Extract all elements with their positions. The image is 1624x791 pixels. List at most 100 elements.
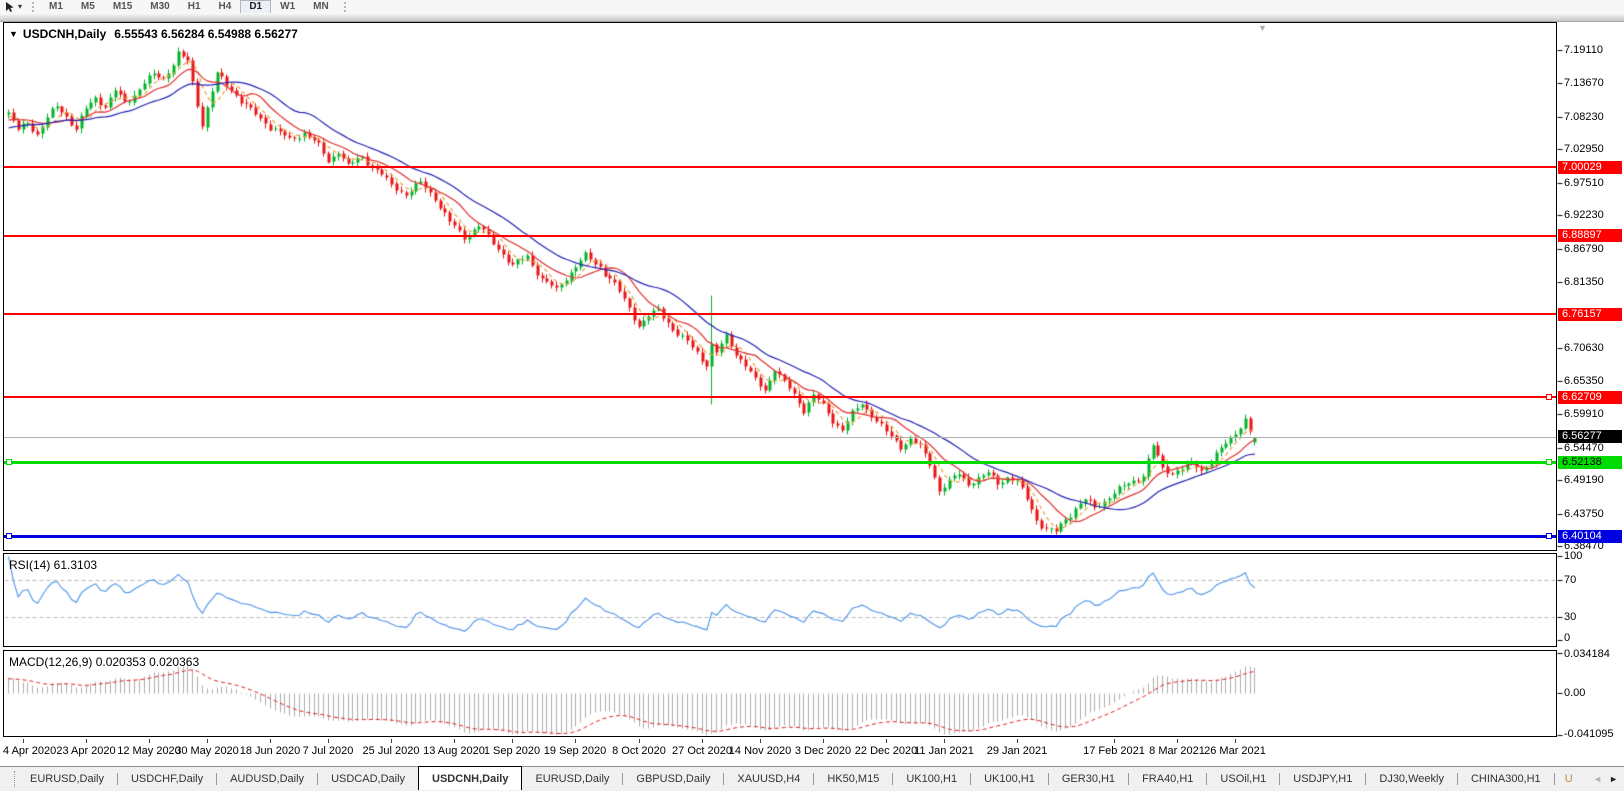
tab-hk50-m15[interactable]: HK50,M15 [827, 773, 880, 785]
support-resistance-line-7.00029[interactable] [4, 166, 1556, 169]
price-axis-tick: 7.02950 [1564, 143, 1604, 156]
date-axis-tick [1114, 739, 1115, 743]
support-resistance-line-6.40104[interactable] [4, 534, 1556, 538]
macd-indicator-label: MACD(12,26,9) 0.020353 0.020363 [9, 655, 200, 669]
macd-axis-tick: 0.034184 [1564, 648, 1610, 660]
timeframe-button-m30[interactable]: M30 [150, 0, 170, 12]
tab-fra40-h1[interactable]: FRA40,H1 [1142, 773, 1194, 785]
chart-tab-bar: EURUSD,Daily USDCHF,Daily AUDUSD,Daily USDC… [0, 766, 1624, 791]
line-handle[interactable] [1546, 459, 1552, 466]
timeframe-button-m15[interactable]: M15 [112, 0, 133, 12]
date-axis-tick [512, 739, 513, 743]
tab-scroll-right-icon[interactable]: ► [1609, 774, 1618, 784]
tab-ger30-h1[interactable]: GER30,H1 [1061, 773, 1116, 785]
price-axis-tick: 6.54470 [1564, 441, 1604, 454]
tab-eurusd-daily[interactable]: EURUSD,Daily [535, 773, 610, 785]
price-axis-tick: 6.70630 [1564, 342, 1604, 355]
date-axis-label: 13 Aug 2020 [423, 745, 485, 757]
toolbar-grip-end [343, 1, 346, 12]
price-level-label: 6.76157 [1558, 307, 1622, 321]
collapse-arrow-icon[interactable]: ▼ [9, 29, 18, 39]
price-axis-tick: 7.19110 [1564, 43, 1603, 56]
date-axis-label: 23 Apr 2020 [56, 745, 116, 757]
chart-tabs: EURUSD,Daily USDCHF,Daily AUDUSD,Daily USDC… [17, 766, 1555, 791]
timeframe-button-m1[interactable]: M1 [49, 0, 63, 12]
tab-dj30-weekly[interactable]: DJ30,Weekly [1379, 773, 1444, 785]
price-axis-tick: 6.92230 [1564, 209, 1604, 222]
timeframe-button-mn[interactable]: MN [313, 0, 329, 12]
current-price-line [4, 436, 1556, 438]
date-axis-label: 8 Oct 2020 [612, 745, 666, 757]
date-axis-label: 12 May 2020 [117, 745, 181, 757]
cursor-tool-button[interactable]: ▾ [0, 1, 26, 13]
date-axis-tick [328, 739, 329, 743]
price-axis-tick: 6.81350 [1564, 276, 1604, 289]
toolbar: ▾ M1 M5 M15 M30 H1 H4 D1 W1 MN [0, 0, 1624, 14]
date-axis-label: 18 Jun 2020 [239, 745, 301, 757]
price-chart-panel[interactable] [3, 22, 1557, 551]
price-axis-tick: 6.65350 [1564, 374, 1604, 387]
chart-shift-marker[interactable]: ▼ [1258, 23, 1267, 33]
date-axis-tick [23, 739, 24, 743]
rsi-panel[interactable] [3, 553, 1557, 647]
support-resistance-line-6.52138[interactable] [4, 460, 1556, 464]
date-axis-label: 7 Jul 2020 [302, 745, 354, 757]
line-handle[interactable] [1546, 394, 1552, 400]
price-axis-tick: 6.49190 [1564, 474, 1604, 487]
date-axis-label: 30 May 2020 [175, 745, 239, 757]
tab-uk100-h1[interactable]: UK100,H1 [906, 773, 958, 785]
date-axis-tick [886, 739, 887, 743]
tab-usdcad-daily[interactable]: USDCAD,Daily [331, 773, 406, 785]
support-resistance-line-6.76157[interactable] [4, 313, 1556, 316]
tab-usoil-h1[interactable]: USOil,H1 [1220, 773, 1267, 785]
horizontal-scrollbar[interactable] [0, 13, 1624, 22]
chart-title: ▼ USDCNH,Daily 6.55543 6.56284 6.54988 6.5… [9, 27, 298, 41]
tab-usdcnh-daily-active[interactable]: USDCNH,Daily [418, 766, 523, 790]
tab-audusd-daily[interactable]: AUDUSD,Daily [230, 773, 305, 785]
tab-scroll-left-icon[interactable]: ◄ [1593, 774, 1603, 784]
line-handle[interactable] [1546, 533, 1552, 540]
date-axis-tick [1235, 739, 1236, 743]
support-resistance-line-6.88897[interactable] [4, 234, 1556, 237]
date-axis-label: 1 Sep 2020 [483, 745, 541, 757]
price-axis-tick: 6.59910 [1564, 408, 1604, 421]
tab-gbpusd-daily[interactable]: GBPUSD,Daily [636, 773, 711, 785]
rsi-axis-tick: 100 [1564, 550, 1583, 562]
date-axis-label: 25 Jul 2020 [362, 745, 420, 757]
chevron-down-icon[interactable]: ▾ [18, 2, 23, 11]
tab-eurusd-daily[interactable]: EURUSD,Daily [30, 773, 104, 785]
timeframe-button-m5[interactable]: M5 [80, 0, 95, 12]
date-axis-tick [944, 739, 945, 743]
timeframe-button-h4[interactable]: H4 [218, 0, 232, 12]
tab-usdjpy-h1[interactable]: USDJPY,H1 [1293, 773, 1353, 785]
macd-panel[interactable] [3, 650, 1557, 737]
date-axis-label: 11 Jan 2021 [914, 745, 974, 757]
rsi-axis-tick: 70 [1564, 574, 1577, 587]
date-axis-tick [823, 739, 824, 743]
tab-xauusd-h4[interactable]: XAUUSD,H4 [737, 773, 801, 785]
date-axis-tick [1017, 739, 1018, 743]
date-axis-tick [86, 739, 87, 743]
support-resistance-line-6.62709[interactable] [4, 396, 1556, 398]
date-axis-tick [207, 739, 208, 743]
current-price-label: 6.56277 [1558, 430, 1622, 444]
price-level-label: 6.52138 [1558, 455, 1622, 469]
date-axis-tick [639, 739, 640, 743]
date-axis-label: 17 Feb 2021 [1083, 745, 1145, 757]
timeframe-toolbar: M1 M5 M15 M30 H1 H4 D1 W1 MN [40, 0, 338, 14]
tab-uk100-h1[interactable]: UK100,H1 [984, 773, 1035, 785]
date-axis-tick [702, 739, 703, 743]
tab-partial[interactable]: U [1564, 773, 1573, 785]
date-axis-tick [760, 739, 761, 743]
timeframe-button-d1[interactable]: D1 [240, 0, 272, 14]
line-handle[interactable] [6, 459, 12, 466]
date-axis-label: 22 Dec 2020 [854, 745, 918, 757]
timeframe-button-w1[interactable]: W1 [280, 0, 296, 12]
rsi-indicator-label: RSI(14) 61.3103 [9, 558, 98, 572]
tab-china300-h1[interactable]: CHINA300,H1 [1470, 773, 1541, 785]
tab-usdchf-daily[interactable]: USDCHF,Daily [130, 773, 204, 785]
price-axis-tick: 7.13670 [1564, 77, 1604, 90]
timeframe-button-h1[interactable]: H1 [187, 0, 201, 12]
line-handle[interactable] [6, 533, 12, 540]
